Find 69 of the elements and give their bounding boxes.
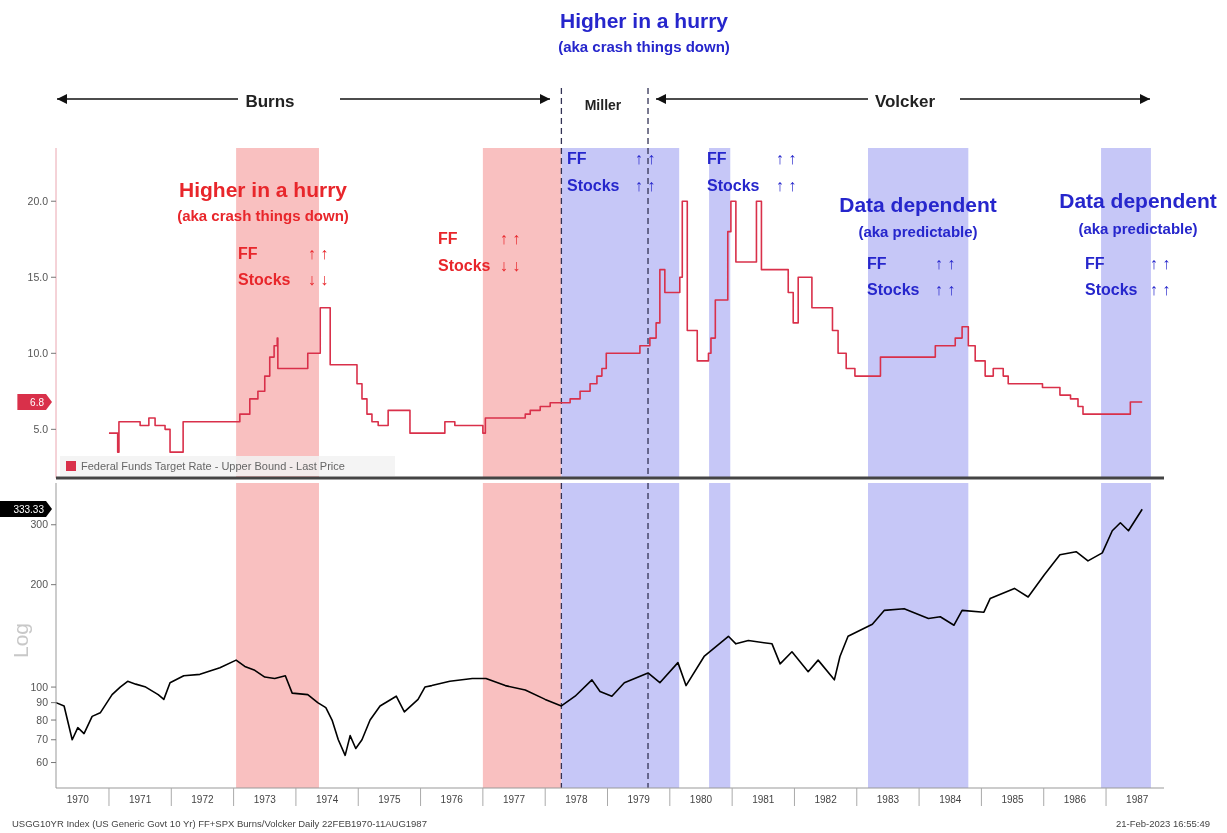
annotation: (aka predictable) bbox=[1078, 220, 1198, 237]
y-tick-label: 300 bbox=[30, 518, 49, 531]
x-tick-label: 1978 bbox=[565, 794, 588, 805]
annotation: Stocks bbox=[438, 257, 491, 274]
text: USGG10YR Index (US Generic Govt 10 Yr) FF+SPX Burns/Volcker Daily 22FEB1970-11AUG1987 bbox=[12, 818, 427, 829]
annotation: ↑ ↑ bbox=[499, 230, 521, 247]
y-tick-label: 200 bbox=[30, 578, 49, 591]
y-tick-label: 60 bbox=[36, 756, 49, 769]
y-tick-label: 10.0 bbox=[27, 346, 49, 359]
y-tick-label: 15.0 bbox=[27, 270, 49, 283]
annotation: FF bbox=[1085, 255, 1105, 272]
annotation: ↑ ↑ bbox=[1149, 255, 1171, 272]
annotation: FF bbox=[238, 245, 258, 262]
annotation: ↑ ↑ bbox=[775, 150, 797, 167]
text: 21-Feb-2023 16:55:49 bbox=[1115, 818, 1210, 829]
annotation: (aka crash things down) bbox=[177, 207, 349, 224]
annotation: ↑ ↑ bbox=[1149, 281, 1171, 298]
text: Higher in a hurry bbox=[559, 9, 729, 32]
x-tick-label: 1974 bbox=[315, 794, 339, 805]
annotation: ↑ ↑ bbox=[934, 281, 956, 298]
text: 6.8 bbox=[30, 396, 45, 408]
annotation: ↑ ↑ bbox=[934, 255, 956, 272]
annotation: Data dependent bbox=[1059, 189, 1217, 212]
x-tick-label: 1986 bbox=[1063, 794, 1087, 805]
annotation: Stocks bbox=[867, 281, 920, 298]
x-tick-label: 1977 bbox=[502, 794, 526, 805]
annotation: ↓ ↓ bbox=[307, 271, 329, 288]
annotation: ↑ ↑ bbox=[634, 150, 656, 167]
annotation: ↑ ↑ bbox=[775, 177, 797, 194]
text: Volcker bbox=[874, 92, 936, 111]
annotation: Stocks bbox=[567, 177, 620, 194]
x-tick-label: 1987 bbox=[1126, 794, 1149, 805]
x-tick-label: 1980 bbox=[689, 794, 713, 805]
annotation: FF bbox=[867, 255, 887, 272]
y-tick-label: 5.0 bbox=[33, 423, 49, 436]
annotation: Stocks bbox=[238, 271, 291, 288]
annotation: Data dependent bbox=[839, 193, 997, 216]
annotation: FF bbox=[707, 150, 727, 167]
annotation: Higher in a hurry bbox=[178, 178, 348, 201]
x-tick-label: 1982 bbox=[814, 794, 838, 805]
x-tick-label: 1981 bbox=[752, 794, 775, 805]
x-tick-label: 1976 bbox=[440, 794, 464, 805]
annotation: Stocks bbox=[707, 177, 760, 194]
x-tick-label: 1972 bbox=[191, 794, 215, 805]
y-tick-label: 70 bbox=[36, 733, 49, 746]
x-tick-label: 1985 bbox=[1001, 794, 1025, 805]
x-tick-label: 1984 bbox=[939, 794, 962, 805]
annotation: (aka predictable) bbox=[858, 223, 978, 240]
x-tick-label: 1973 bbox=[253, 794, 277, 805]
x-tick-label: 1970 bbox=[66, 794, 90, 805]
x-tick-label: 1979 bbox=[627, 794, 651, 805]
x-tick-label: 1983 bbox=[876, 794, 900, 805]
text: Miller bbox=[584, 97, 622, 113]
text: 333.33 bbox=[13, 503, 45, 515]
annotation: Stocks bbox=[1085, 281, 1138, 298]
annotation: ↑ ↑ bbox=[634, 177, 656, 194]
text: (aka crash things down) bbox=[558, 38, 730, 55]
x-tick-label: 1971 bbox=[129, 794, 152, 805]
annotation: ↑ ↑ bbox=[307, 245, 329, 262]
y-tick-label: 20.0 bbox=[27, 194, 49, 207]
x-tick-label: 1975 bbox=[378, 794, 401, 805]
legend-label: Federal Funds Target Rate - Upper Bound - Last Price bbox=[81, 460, 345, 472]
annotation: FF bbox=[567, 150, 587, 167]
annotation: FF bbox=[438, 230, 458, 247]
y-tick-label: 80 bbox=[36, 713, 49, 726]
text: Burns bbox=[245, 92, 295, 111]
y-tick-label: 90 bbox=[36, 696, 49, 709]
y-tick-label: 100 bbox=[30, 680, 49, 693]
annotation: ↓ ↓ bbox=[499, 257, 521, 274]
